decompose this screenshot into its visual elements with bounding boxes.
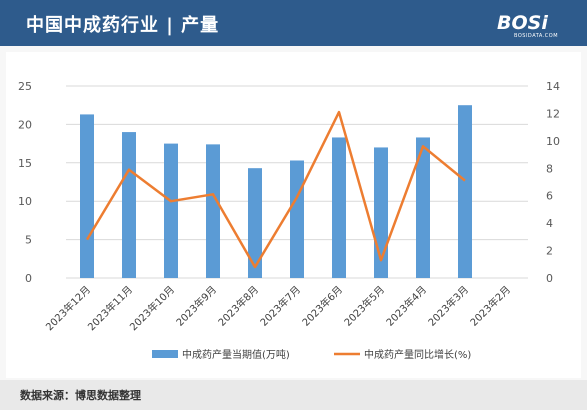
- bar: [206, 144, 220, 278]
- y-right-tick-label: 12: [546, 107, 560, 120]
- bar: [458, 105, 472, 278]
- y-right-tick-label: 6: [546, 190, 553, 203]
- x-tick-label: 2023年2月: [467, 283, 513, 329]
- x-tick-label: 2023年8月: [215, 283, 261, 329]
- y-right-tick-label: 14: [546, 80, 560, 93]
- legend-line-label: 中成药产量同比增长(%): [364, 348, 471, 361]
- y-right-tick-label: 0: [546, 272, 553, 285]
- y-left-tick-label: 0: [25, 272, 32, 285]
- legend-bar-swatch: [152, 350, 178, 358]
- bosi-logo: BOSi BOSIDATA.COM: [497, 12, 577, 42]
- y-right-tick-label: 8: [546, 162, 553, 175]
- x-tick-label: 2023年7月: [257, 283, 303, 329]
- plot-area: 0 5 10 15 20 25 0 2 4 6 8 10 12 14 2023年12月 2023年11月 202…: [6, 52, 581, 378]
- header-bar: 中国中成药行业 | 产量 BOSi BOSIDATA.COM: [0, 0, 587, 46]
- x-tick-label: 2023年6月: [299, 283, 345, 329]
- y-right-tick-label: 4: [546, 217, 553, 230]
- x-tick-label: 2023年10月: [127, 283, 177, 333]
- chart-svg: 0510152025024681012142023年12月2023年11月202…: [18, 80, 560, 361]
- bar: [122, 132, 136, 278]
- x-tick-label: 2023年5月: [341, 283, 387, 329]
- x-tick-label: 2023年9月: [173, 283, 219, 329]
- bar: [332, 137, 346, 278]
- bar: [80, 114, 94, 278]
- logo-subtext: BOSIDATA.COM: [514, 33, 559, 39]
- y-left-tick-label: 5: [25, 234, 32, 247]
- footer-bar: 数据来源：博思数据整理: [0, 380, 587, 410]
- page-title: 中国中成药行业 | 产量: [26, 15, 220, 36]
- y-right-tick-label: 10: [546, 135, 560, 148]
- bar: [290, 160, 304, 278]
- bar: [248, 168, 262, 278]
- y-left-tick-label: 20: [18, 118, 32, 131]
- y-left-tick-label: 15: [18, 157, 32, 170]
- y-left-tick-label: 10: [18, 195, 32, 208]
- logo-text: BOSi: [497, 12, 548, 34]
- bar: [416, 137, 430, 278]
- x-tick-label: 2023年4月: [383, 283, 429, 329]
- bar: [164, 143, 178, 278]
- legend-bar-label: 中成药产量当期值(万吨): [182, 348, 290, 361]
- data-source: 数据来源：博思数据整理: [20, 389, 141, 402]
- line-series: [85, 110, 466, 269]
- y-right-tick-label: 2: [546, 245, 553, 258]
- x-tick-label: 2023年3月: [425, 283, 471, 329]
- y-left-tick-label: 25: [18, 80, 32, 93]
